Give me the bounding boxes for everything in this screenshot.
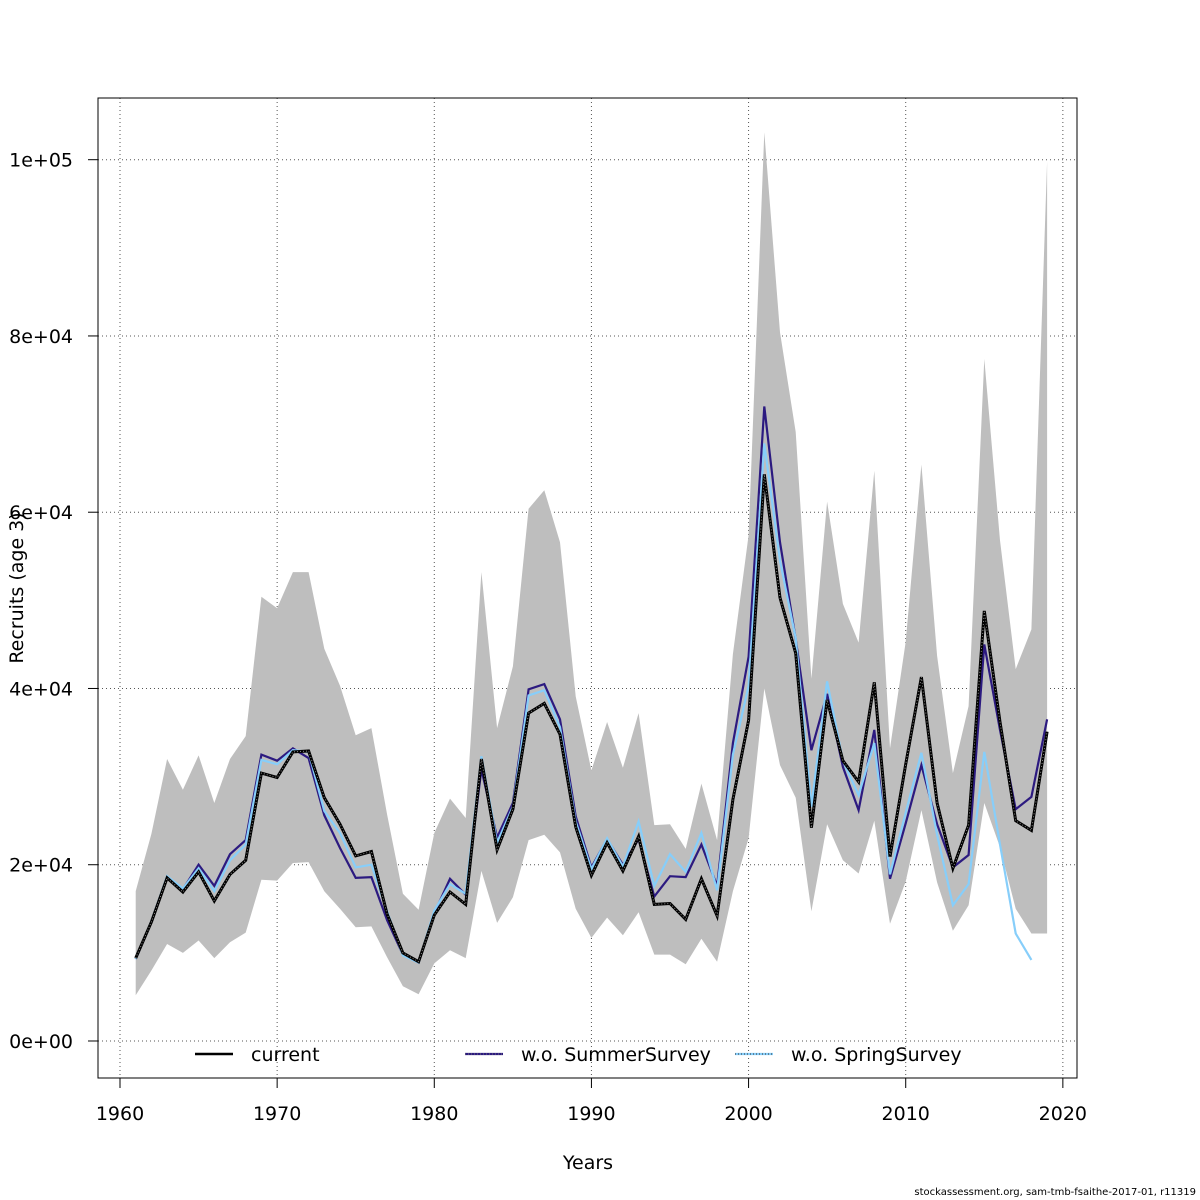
legend-item-spring-survey: w.o. SpringSurvey bbox=[735, 1044, 962, 1066]
x-tick-label: 2020 bbox=[1039, 1103, 1087, 1125]
legend-item-current: current bbox=[195, 1044, 320, 1066]
y-tick-label: 8e+04 bbox=[9, 326, 73, 348]
series-line-spring-survey bbox=[134, 443, 1033, 965]
x-axis: 1960 1970 1980 1990 2000 2010 2020 bbox=[96, 1077, 1087, 1125]
x-tick-label: 1990 bbox=[567, 1103, 615, 1125]
legend-label: w.o. SummerSurvey bbox=[521, 1044, 711, 1066]
y-axis: 0e+00 2e+04 4e+04 6e+04 8e+04 1e+05 bbox=[9, 150, 99, 1053]
y-tick-label: 0e+00 bbox=[9, 1031, 73, 1053]
legend-label: current bbox=[251, 1044, 320, 1066]
y-tick-label: 6e+04 bbox=[9, 502, 73, 524]
series-lines bbox=[134, 406, 1049, 965]
y-tick-label: 4e+04 bbox=[9, 678, 73, 700]
legend-label: w.o. SpringSurvey bbox=[791, 1044, 962, 1066]
y-tick-label: 1e+05 bbox=[9, 150, 73, 172]
y-axis-title: Recruits (age 3) bbox=[6, 512, 28, 663]
confidence-band bbox=[135, 132, 1048, 996]
x-tick-label: 1970 bbox=[253, 1103, 301, 1125]
legend-item-summer-survey: w.o. SummerSurvey bbox=[465, 1044, 711, 1066]
x-tick-label: 2000 bbox=[724, 1103, 772, 1125]
x-tick-label: 2010 bbox=[882, 1103, 930, 1125]
x-axis-title: Years bbox=[562, 1152, 613, 1174]
x-tick-label: 1980 bbox=[410, 1103, 458, 1125]
credit-text: stockassessment.org, sam-tmb-fsaithe-201… bbox=[914, 1187, 1196, 1198]
legend: current w.o. SummerSurvey w.o. SpringSurve… bbox=[195, 1044, 962, 1066]
series-line-current-dots bbox=[135, 474, 1048, 963]
x-tick-label: 1960 bbox=[96, 1103, 144, 1125]
y-tick-label: 2e+04 bbox=[9, 855, 73, 877]
